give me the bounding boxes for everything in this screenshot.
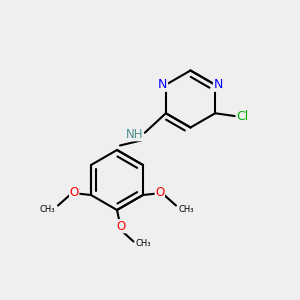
- Text: N: N: [214, 78, 223, 91]
- Text: O: O: [116, 220, 125, 233]
- Text: CH₃: CH₃: [178, 205, 194, 214]
- Text: CH₃: CH₃: [136, 239, 151, 248]
- Text: N: N: [158, 78, 167, 91]
- Text: NH: NH: [126, 128, 143, 141]
- Text: O: O: [70, 186, 79, 199]
- Text: CH₃: CH₃: [40, 205, 55, 214]
- Text: O: O: [155, 186, 164, 199]
- Text: Cl: Cl: [236, 110, 248, 123]
